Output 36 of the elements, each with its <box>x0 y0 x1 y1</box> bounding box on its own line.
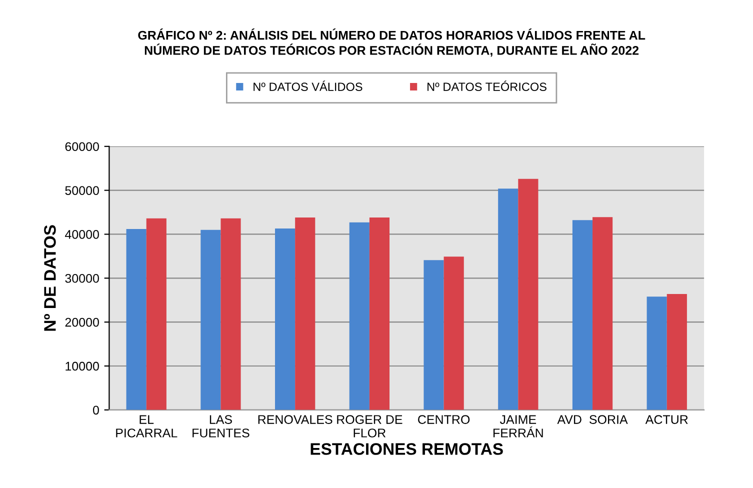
bar <box>646 296 667 410</box>
y-tick-label: 40000 <box>64 230 99 239</box>
y-tick-label: 10000 <box>66 362 99 371</box>
bar <box>295 218 316 410</box>
bar <box>126 228 146 410</box>
bar <box>572 220 593 410</box>
bar <box>369 218 390 410</box>
x-tick-label: ROGER DE FLOR <box>337 415 402 438</box>
legend-label: Nº DATOS VÁLIDOS <box>254 80 362 92</box>
y-tick-label: 0 <box>93 406 99 415</box>
bar <box>424 260 444 410</box>
bar <box>146 218 166 410</box>
bar <box>220 218 241 410</box>
x-tick-label: ACTUR <box>645 415 688 424</box>
x-tick-label: EL PICARRAL <box>116 415 178 438</box>
bar <box>498 188 518 410</box>
chart-title: GRÁFICO Nº 2: ANÁLISIS DEL NÚMERO DE DATOS HORARIOS VÁLIDOS FRENTE AL NÚMERO DE DATOS TEÓRICOS POR ESTACIÓN REMOTA, DURANTE EL AÑO 2022 <box>138 28 646 57</box>
legend-label: Nº DATOS TEÓRICOS <box>428 80 546 92</box>
bar <box>275 228 296 410</box>
x-tick-label: CENTRO <box>418 415 470 424</box>
y-tick-label: 50000 <box>65 186 99 195</box>
x-tick-label: AVD SORIA <box>557 415 628 424</box>
x-axis-title: ESTACIONES REMOTAS <box>310 443 503 455</box>
y-axis-title: Nº DE DATOS <box>44 225 56 331</box>
y-tick-label: 20000 <box>65 318 99 327</box>
y-tick-label: 30000 <box>65 274 99 283</box>
bar <box>200 230 221 410</box>
x-tick-label: LAS FUENTES <box>192 415 250 438</box>
x-tick-label: JAIME FERRÁN <box>493 415 543 438</box>
bar <box>349 222 370 410</box>
y-tick-label: 60000 <box>65 142 99 152</box>
x-tick-label: RENOVALES <box>258 415 332 424</box>
bar <box>444 256 464 410</box>
bar <box>518 178 538 410</box>
bar <box>666 294 687 410</box>
bar <box>592 217 613 410</box>
